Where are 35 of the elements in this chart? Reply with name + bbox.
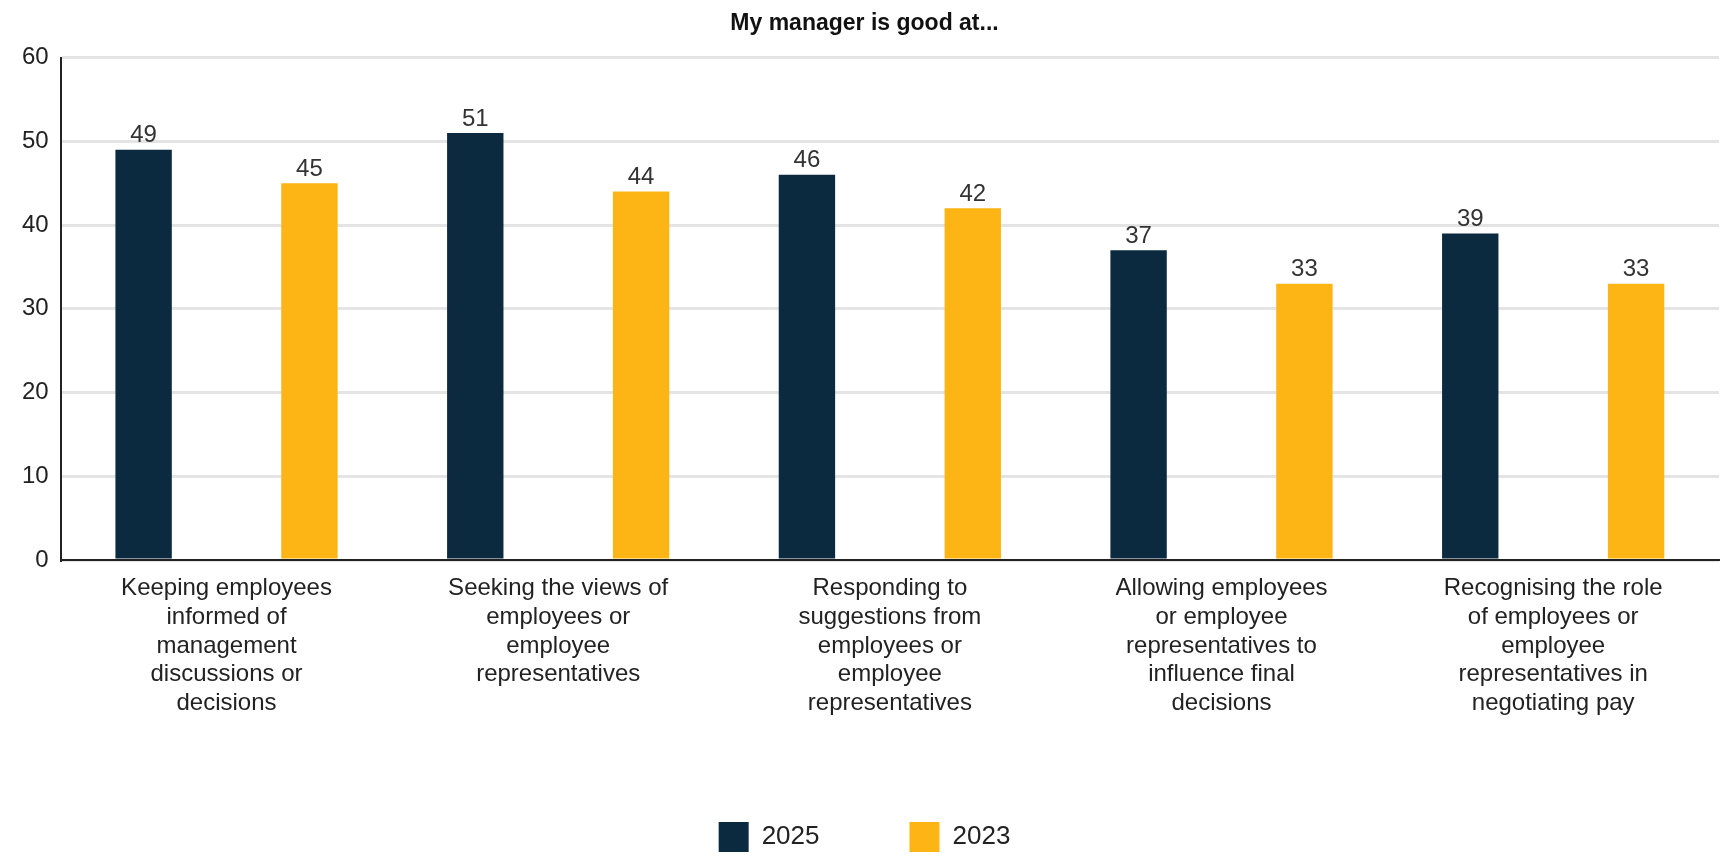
y-tick-label: 40 xyxy=(21,209,49,237)
bar xyxy=(447,132,504,559)
x-tick-label: Seeking the views of employees or employee representatives xyxy=(448,573,669,687)
y-tick-label: 10 xyxy=(21,460,49,488)
bar xyxy=(1110,250,1167,559)
legend-label: 2025 xyxy=(761,820,820,851)
bar xyxy=(115,149,172,559)
data-label: 49 xyxy=(130,120,157,148)
x-tick-label: Recognising the role of employees or employee representatives in negotiating pay xyxy=(1443,573,1663,716)
legend-label: 2023 xyxy=(952,820,1011,851)
y-tick-label: 30 xyxy=(21,293,49,321)
bar xyxy=(944,208,1001,559)
data-label: 39 xyxy=(1456,204,1484,232)
y-tick-label: 60 xyxy=(21,42,49,70)
data-label: 33 xyxy=(1622,254,1650,282)
bar xyxy=(1607,283,1665,559)
bar xyxy=(281,183,338,559)
y-tick-label: 0 xyxy=(35,544,49,572)
y-tick-label: 20 xyxy=(21,377,49,405)
data-label: 37 xyxy=(1125,220,1152,248)
data-label: 42 xyxy=(959,178,987,206)
bar xyxy=(778,174,836,559)
bar xyxy=(612,191,670,559)
data-label: 33 xyxy=(1291,254,1318,282)
data-label: 46 xyxy=(793,145,821,173)
x-tick-label: Allowing employees or employee representatives to influence final decisions xyxy=(1115,573,1328,716)
bar xyxy=(1276,283,1333,559)
data-label: 45 xyxy=(296,153,323,181)
data-label: 44 xyxy=(627,162,655,190)
bar xyxy=(1442,233,1499,559)
x-tick-label: Keeping employees informed of management discussions or decisions xyxy=(121,573,332,716)
y-tick-label: 50 xyxy=(21,125,49,153)
chart-title: My manager is good at... xyxy=(730,9,999,36)
x-tick-label: Responding to suggestions from employees or employee representatives xyxy=(798,573,982,716)
data-label: 51 xyxy=(461,103,489,131)
